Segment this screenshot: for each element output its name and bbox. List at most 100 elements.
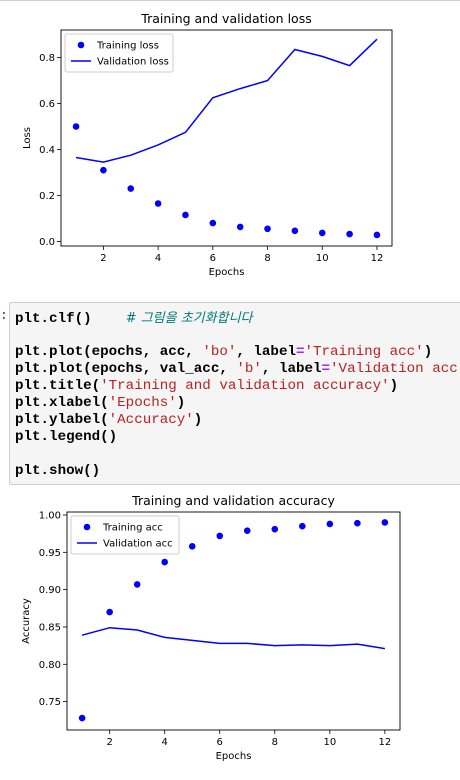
code-line (15, 327, 460, 344)
code-token: plt.plot(epochs, acc, (15, 344, 203, 360)
code-token: ) (389, 378, 399, 394)
x-tick-label: 8 (264, 253, 270, 264)
code-token: plt.title( (15, 378, 101, 394)
data-point (299, 522, 306, 530)
chart-title: Training and validation accuracy (131, 493, 335, 508)
x-tick-label: 6 (217, 737, 223, 748)
code-line: plt.clf() # 그림을 초기화합니다 (15, 310, 460, 327)
y-tick-label: 0.90 (39, 585, 61, 596)
data-point (326, 520, 334, 528)
data-point (182, 211, 189, 219)
code-string: 'Accuracy' (108, 412, 194, 428)
code-string: 'Epochs' (108, 395, 177, 411)
y-tick-label: 0.2 (39, 191, 55, 202)
x-tick-label: 4 (155, 253, 161, 264)
x-tick-label: 10 (316, 253, 329, 264)
cell-divider (0, 0, 460, 1)
x-tick-label: 12 (378, 737, 391, 748)
x-tick-label: 12 (371, 253, 384, 264)
code-token: plt.ylabel( (15, 412, 109, 428)
data-point (346, 230, 353, 238)
y-tick-label: 0.4 (39, 145, 55, 156)
legend-dot-swatch (83, 523, 91, 531)
code-token: = (295, 344, 305, 360)
series-line (81, 626, 386, 650)
code-string: 'Training acc' (304, 344, 424, 360)
code-comment: # 그림을 초기화합니다 (125, 311, 253, 326)
code-string: 'Validation acc' (330, 361, 460, 377)
x-tick-label: 6 (210, 253, 216, 264)
accuracy-chart: Training and validation accuracy 2 4 6 8 10 12… (21, 493, 401, 762)
legend-label: Training acc (102, 523, 163, 534)
data-point (291, 227, 299, 235)
code-token: ) (193, 412, 203, 428)
x-tick-label: 10 (323, 737, 336, 748)
data-point (354, 519, 361, 527)
code-token: plt.plot(epochs, val_acc, (15, 361, 237, 377)
series-line (75, 38, 378, 163)
code-token: , label (261, 361, 322, 377)
code-line: plt.show() (15, 463, 460, 480)
y-tick-label: 0.6 (39, 99, 55, 110)
data-point (188, 543, 196, 550)
y-tick-label: 0.8 (39, 53, 55, 64)
legend-box (70, 515, 180, 555)
data-point (106, 608, 113, 616)
code-token: ) (423, 344, 433, 360)
code-editor[interactable]: plt.clf() # 그림을 초기화합니다 plt.plot(epochs, a… (10, 303, 460, 480)
data-point (264, 225, 271, 233)
plot-frame (66, 511, 401, 731)
legend-dot-swatch (77, 41, 85, 49)
code-string: 'Training and validation accuracy' (100, 378, 390, 394)
plot-frame (60, 29, 393, 247)
data-point (154, 200, 162, 207)
x-axis-label: Epochs (209, 267, 245, 278)
data-point (236, 223, 244, 231)
data-point (373, 231, 381, 239)
code-line: plt.plot(epochs, val_acc, 'b', label='Va… (15, 361, 460, 378)
legend-box (64, 33, 174, 73)
code-line (15, 446, 460, 463)
data-point (72, 123, 80, 130)
y-axis-label: Loss (22, 127, 33, 149)
y-tick-label: 0.95 (39, 548, 61, 559)
y-axis-label: Accuracy (21, 598, 32, 644)
x-tick-label: 2 (106, 737, 112, 748)
code-string: 'b' (236, 361, 262, 377)
x-tick-label: 4 (162, 737, 168, 748)
chart-title: Training and validation loss (140, 11, 311, 26)
data-point (271, 525, 279, 533)
legend-label: Validation acc (103, 539, 173, 550)
code-token: plt.show() (15, 463, 101, 479)
code-token: plt.xlabel( (15, 395, 109, 411)
code-token: plt.legend() (15, 429, 118, 445)
data-point (216, 532, 224, 540)
y-tick-label: 0.85 (39, 622, 61, 633)
code-line: plt.title('Training and validation accur… (15, 378, 460, 395)
data-point (161, 558, 168, 566)
code-token: = (321, 361, 331, 377)
y-tick-label: 0.75 (39, 697, 61, 708)
legend-label: Training loss (96, 41, 159, 52)
y-tick-label: 0.0 (39, 237, 55, 248)
cell-prompt: : (0, 308, 8, 323)
code-token: , label (236, 344, 296, 360)
code-string: 'bo' (202, 344, 237, 360)
x-tick-label: 2 (100, 253, 106, 264)
data-point (318, 229, 326, 237)
x-tick-label: 8 (272, 737, 278, 748)
data-point (243, 527, 251, 534)
code-token: plt.clf() (15, 311, 126, 327)
data-point (100, 166, 107, 174)
data-point (78, 714, 86, 722)
x-axis-label: Epochs (216, 751, 252, 762)
y-tick-label: 0.80 (39, 660, 61, 671)
data-point (209, 219, 217, 227)
code-cell[interactable]: plt.clf() # 그림을 초기화합니다 plt.plot(epochs, a… (9, 302, 460, 485)
code-line: plt.plot(epochs, acc, 'bo', label='Train… (15, 344, 460, 361)
code-line: plt.ylabel('Accuracy') (15, 412, 460, 429)
code-token: ) (176, 395, 186, 411)
loss-chart: Training and validation loss 2 4 6 8 10 12 0.0 0… (22, 11, 393, 278)
code-line: plt.legend() (15, 429, 460, 446)
code-line: plt.xlabel('Epochs') (15, 395, 460, 412)
